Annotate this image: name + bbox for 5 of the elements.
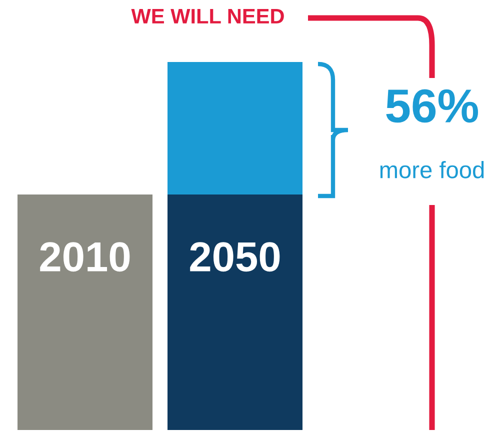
x-tick-label: 2010 xyxy=(40,242,130,272)
text: 56% xyxy=(386,89,478,123)
x-tick-label: 2050 xyxy=(190,242,280,272)
text: more food xyxy=(380,160,484,178)
text: WE WILL NEED xyxy=(131,9,284,24)
